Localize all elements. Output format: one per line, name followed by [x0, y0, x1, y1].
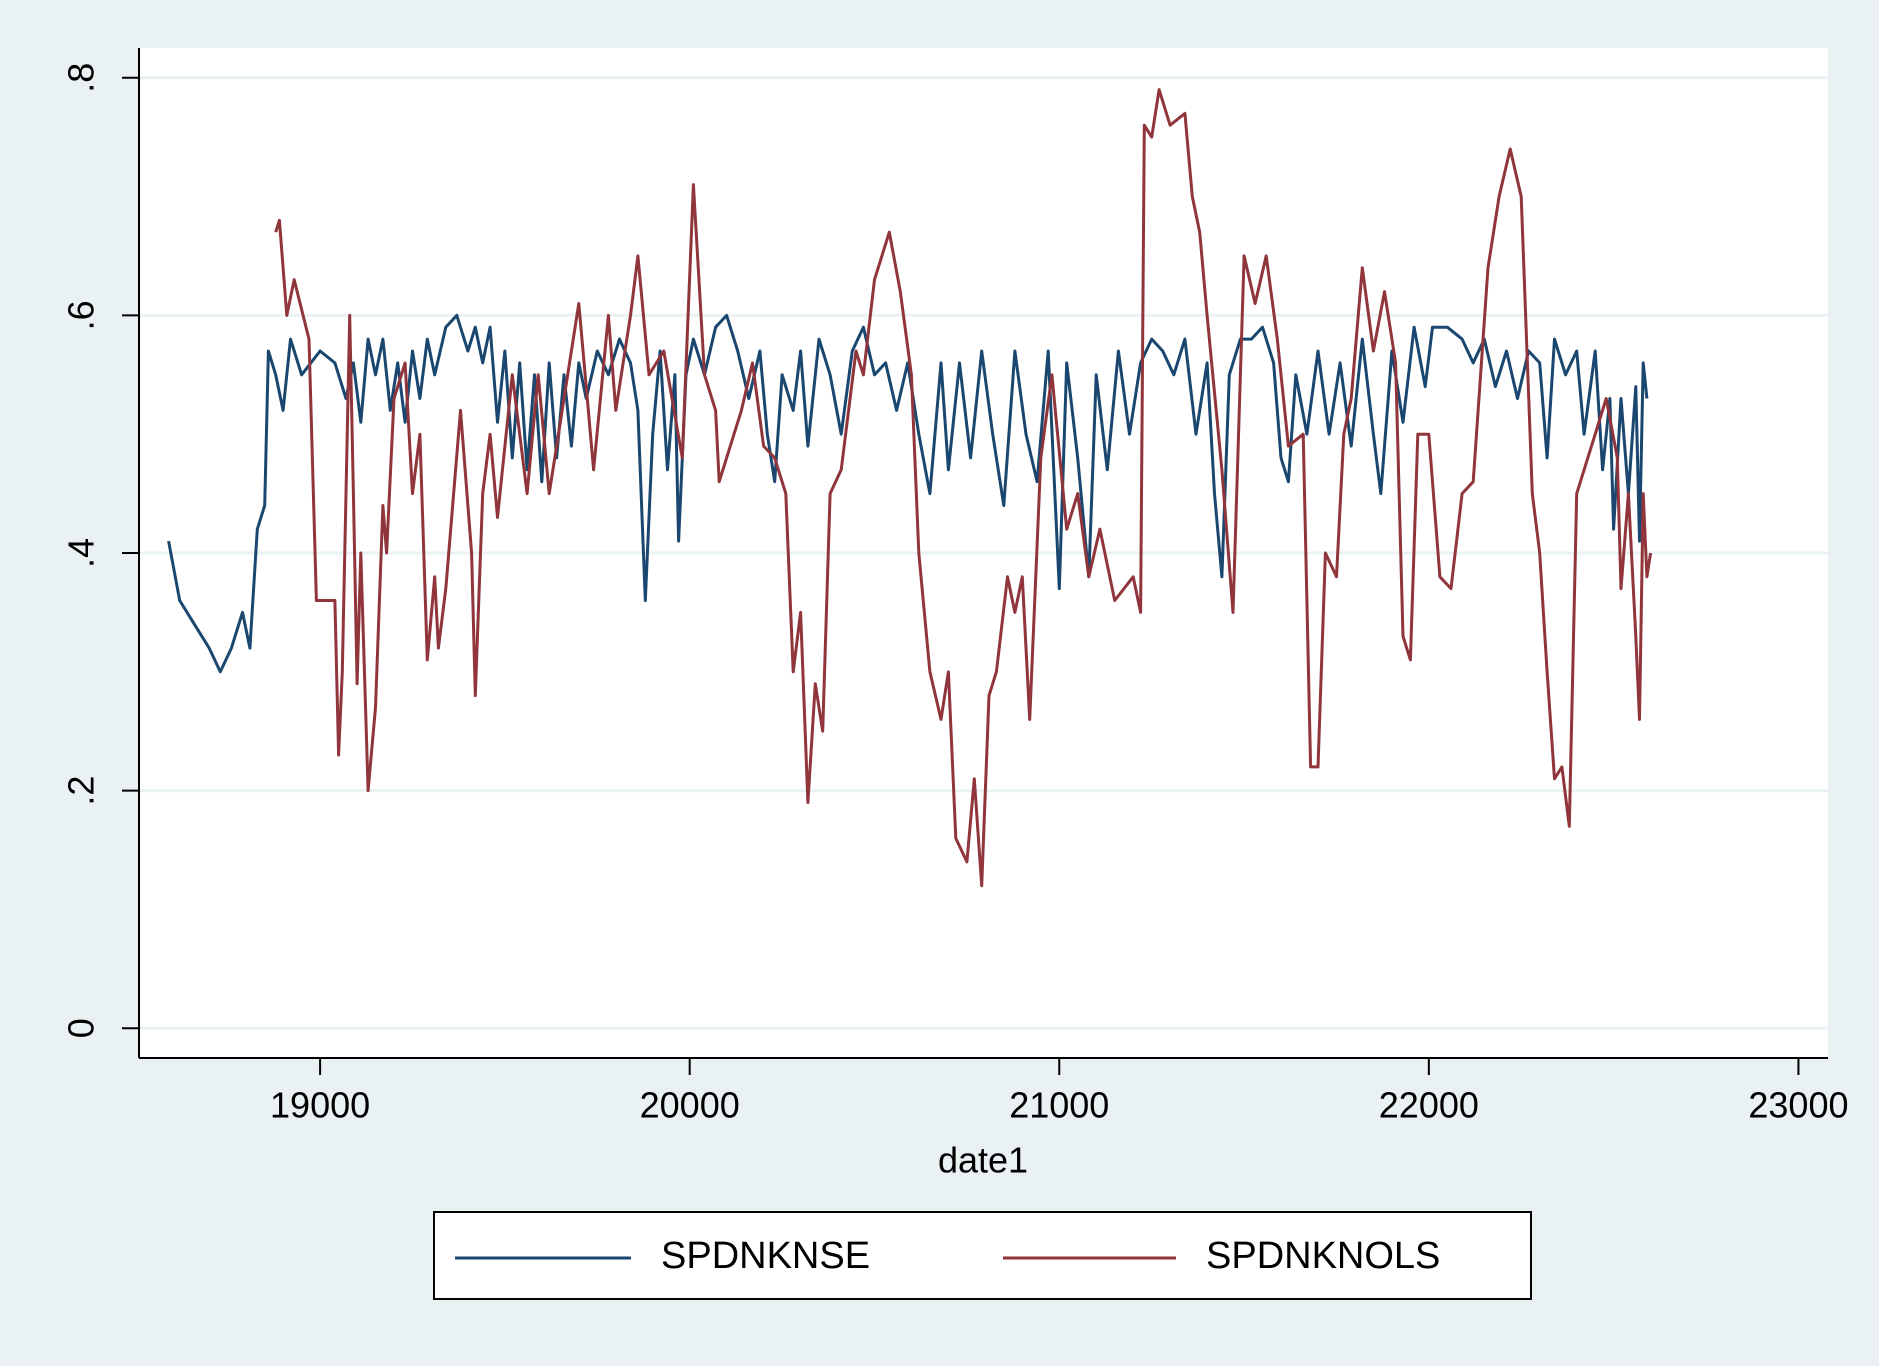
legend-label: SPDNKNSE [661, 1235, 870, 1277]
x-tick-label: 20000 [640, 1085, 740, 1126]
x-tick-label: 21000 [1009, 1085, 1109, 1126]
x-tick-label: 19000 [270, 1085, 370, 1126]
x-axis-title: date1 [938, 1140, 1028, 1181]
series-line [167, 313, 1649, 674]
x-tick-label: 22000 [1379, 1085, 1479, 1126]
x-tick-label: 23000 [1748, 1085, 1848, 1126]
y-tick-label: .2 [61, 776, 102, 806]
legend-label: SPDNKNOLS [1206, 1235, 1440, 1277]
y-tick-label: .8 [61, 63, 102, 93]
series-line [274, 88, 1653, 888]
legend [433, 1211, 1532, 1300]
y-tick-label: .6 [61, 300, 102, 330]
y-tick-label: 0 [61, 1018, 102, 1038]
y-tick-label: .4 [61, 538, 102, 568]
